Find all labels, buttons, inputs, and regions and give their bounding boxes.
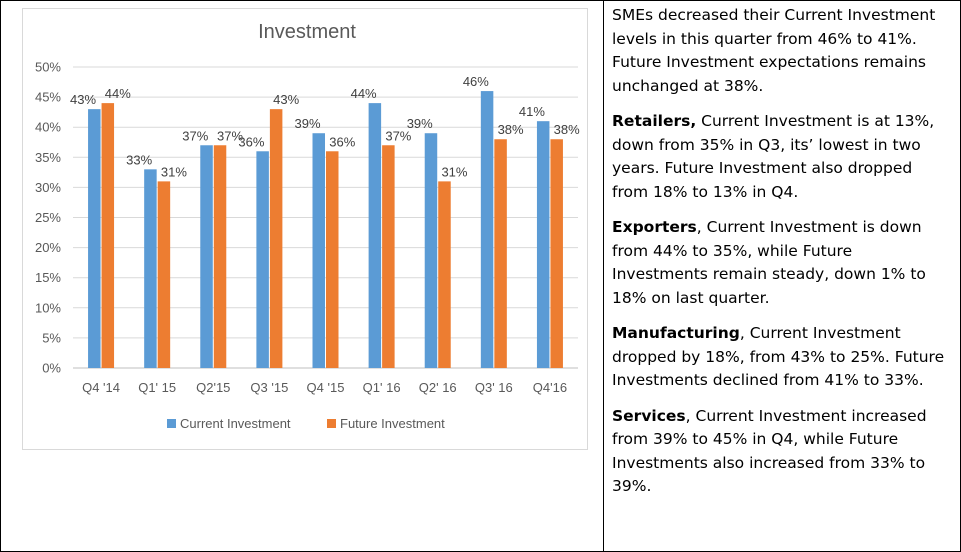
bar-current	[480, 91, 494, 368]
commentary-manufacturing: Manufacturing, Current Investment droppe…	[612, 322, 952, 393]
y-tick-label: 50%	[35, 60, 61, 75]
commentary-column: SMEs decreased their Current Investment …	[612, 4, 952, 511]
retailers-text: Current Investment is at 13%, down from …	[612, 112, 935, 201]
services-heading: Services	[612, 406, 686, 425]
y-tick-label: 30%	[35, 180, 61, 195]
chart-title: Investment	[258, 21, 356, 43]
bar-future	[326, 151, 339, 368]
bar-current	[312, 133, 325, 368]
x-tick-label: Q4 '15	[307, 380, 345, 395]
column-divider	[603, 0, 604, 552]
bar-current	[200, 145, 213, 368]
x-tick-label: Q4 '14	[82, 380, 120, 395]
y-tick-label: 0%	[42, 361, 61, 376]
legend: Current Investment Future Investment	[167, 416, 445, 431]
y-tick-label: 25%	[35, 210, 61, 225]
manufacturing-heading: Manufacturing	[612, 324, 740, 342]
commentary-retailers: Retailers, Current Investment is at 13%,…	[612, 110, 952, 204]
bar-future	[550, 139, 563, 368]
data-label-future: 44%	[105, 86, 131, 101]
x-tick-label: Q2'15	[196, 380, 230, 395]
data-label-future: 37%	[217, 128, 243, 143]
bar-current	[256, 151, 269, 368]
x-tick-label: Q1' 16	[363, 380, 401, 395]
exporters-heading: Exporters	[612, 218, 697, 236]
y-tick-label: 40%	[35, 120, 61, 135]
legend-label-future: Future Investment	[340, 416, 445, 431]
data-label-current: 41%	[519, 104, 545, 119]
bar-current	[88, 109, 101, 368]
data-labels: 43% 44%33%31%37% 37%36%43%39%36%44%37%39%3…	[70, 74, 580, 179]
y-tick-label: 20%	[35, 240, 61, 255]
data-label-current: 36%	[238, 134, 264, 149]
data-label-current: 44%	[351, 86, 377, 101]
bar-current	[368, 103, 382, 369]
x-tick-label: Q2' 16	[419, 380, 457, 395]
data-label-current: 37%	[182, 128, 208, 143]
y-axis-ticks: 0% 5% 10% 15% 20% 25% 30% 35% 40% 45% 50%	[35, 60, 61, 376]
data-label-future: 31%	[441, 164, 467, 179]
data-label-current: 39%	[294, 116, 320, 131]
x-tick-label: Q3 '15	[250, 380, 288, 395]
data-label-current: 46%	[463, 74, 489, 89]
data-label-future: 37%	[385, 128, 411, 143]
chart-svg: Investment 0% 5% 10% 15% 20% 25% 30% 35% 40% 45% 5…	[35, 21, 580, 431]
bars	[88, 91, 563, 369]
legend-label-current: Current Investment	[180, 416, 291, 431]
exporters-text: , Current Investment is down from 44% to…	[612, 218, 926, 307]
bar-future	[101, 103, 115, 369]
data-label-future: 38%	[498, 122, 524, 137]
services-text: , Current Investment increased from 39% …	[612, 406, 927, 496]
commentary-services: Services, Current Investment increased f…	[612, 405, 952, 499]
bar-current	[424, 133, 438, 368]
y-tick-label: 15%	[35, 270, 61, 285]
bar-current	[144, 169, 157, 368]
manufacturing-text: , Current Investment dropped by 18%, fro…	[612, 324, 945, 389]
y-tick-label: 10%	[35, 300, 61, 315]
bar-future	[382, 145, 395, 368]
y-tick-label: 5%	[42, 330, 61, 345]
bar-future	[213, 145, 227, 368]
data-label-current: 33%	[126, 152, 152, 167]
data-label-current: 43%	[70, 92, 96, 107]
bar-future	[269, 109, 283, 368]
bar-future	[438, 181, 451, 368]
retailers-heading: Retailers,	[612, 112, 697, 130]
data-label-current: 39%	[407, 116, 433, 131]
x-tick-label: Q4'16	[533, 380, 567, 395]
legend-swatch-future	[327, 419, 336, 428]
data-label-future: 31%	[161, 164, 187, 179]
bar-future	[157, 181, 171, 368]
x-tick-label: Q3' 16	[475, 380, 513, 395]
commentary-exporters: Exporters, Current Investment is down fr…	[612, 216, 952, 310]
commentary-intro: SMEs decreased their Current Investment …	[612, 6, 936, 95]
x-axis-ticks: Q4 '14 Q1' 15 Q2'15 Q3 '15 Q4 '15 Q1' 16 Q2' 1…	[82, 380, 567, 395]
x-tick-label: Q1' 15	[138, 380, 176, 395]
data-label-future: 38%	[554, 122, 580, 137]
bar-future	[494, 139, 507, 368]
investment-chart: Investment 0% 5% 10% 15% 20% 25% 30% 35% 40% 45% 5…	[22, 8, 588, 450]
bar-current	[536, 121, 550, 369]
legend-swatch-current	[167, 419, 176, 428]
gridlines	[73, 66, 578, 369]
y-tick-label: 45%	[35, 90, 61, 105]
y-tick-label: 35%	[35, 150, 61, 165]
data-label-future: 36%	[329, 134, 355, 149]
data-label-future: 43%	[273, 92, 299, 107]
